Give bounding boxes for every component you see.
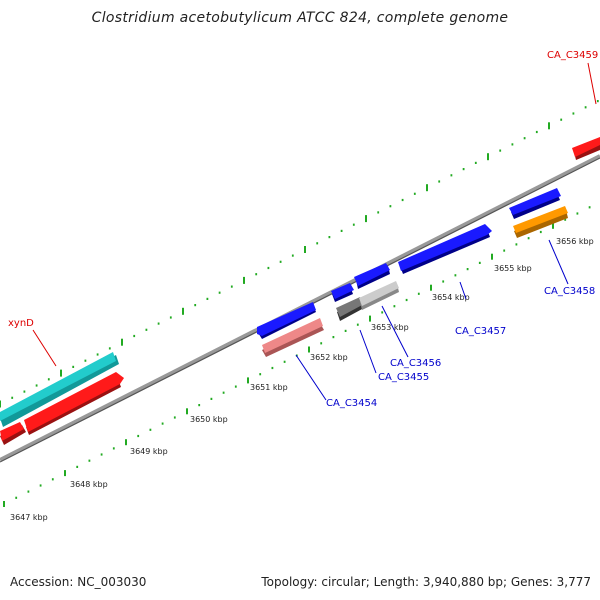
gene-label-ca3457[interactable]: CA_C3457 <box>455 326 506 337</box>
inner-tick-track <box>3 206 591 507</box>
scale-label-3647: 3647 kbp <box>10 513 48 522</box>
gene-red-forward[interactable] <box>24 372 124 435</box>
outer-tick-track <box>0 100 599 408</box>
gene-label-ca3458[interactable]: CA_C3458 <box>544 286 595 297</box>
gene-label-ca3459[interactable]: CA_C3459 <box>547 50 598 61</box>
callout-line-ca3458 <box>548 239 569 285</box>
gene-ca3456-gray[interactable] <box>359 281 399 310</box>
gene-ca3457[interactable] <box>398 224 492 274</box>
callout-line-ca3459 <box>587 62 597 105</box>
callout-line-ca3454 <box>295 354 327 401</box>
gene-ca3454-pink[interactable] <box>262 318 324 357</box>
gene-label-ca3455[interactable]: CA_C3455 <box>378 372 429 383</box>
scale-label-3656: 3656 kbp <box>556 237 594 246</box>
gene-xynD[interactable] <box>0 352 119 427</box>
gene-ca3454-blue[interactable] <box>257 302 316 339</box>
callout-line-ca3457 <box>459 281 467 300</box>
gene-ca3456-blue[interactable] <box>354 263 390 289</box>
scale-label-3654: 3654 kbp <box>432 293 470 302</box>
map-title: Clostridium acetobutylicum ATCC 824, com… <box>91 10 509 26</box>
topology-summary: Topology: circular; Length: 3,940,880 bp… <box>261 575 591 589</box>
gene-label-ca3454[interactable]: CA_C3454 <box>326 398 377 409</box>
scale-labels: 3647 kbp 3648 kbp 3649 kbp 3650 kbp 3651… <box>10 237 594 522</box>
gene-ca3455-blue[interactable] <box>331 283 354 302</box>
scale-label-3655: 3655 kbp <box>494 264 532 273</box>
gene-ca3455-gray[interactable] <box>336 297 364 321</box>
callout-lines <box>32 62 597 401</box>
gene-labels: xynD CA_C3459 CA_C3454 CA_C3455 CA_C3456… <box>8 50 598 409</box>
scale-label-3648: 3648 kbp <box>70 480 108 489</box>
gene-features <box>0 137 600 445</box>
scale-label-3650: 3650 kbp <box>190 415 228 424</box>
callout-line-ca3456 <box>381 305 409 358</box>
scale-label-3652: 3652 kbp <box>310 353 348 362</box>
accession-info: Accession: NC_003030 <box>10 575 147 589</box>
gene-red-left[interactable] <box>0 422 26 445</box>
gene-label-xynD[interactable]: xynD <box>8 318 34 329</box>
scale-label-3653: 3653 kbp <box>371 323 409 332</box>
gene-label-ca3456[interactable]: CA_C3456 <box>390 358 441 369</box>
gene-ca3458-orange[interactable] <box>513 206 568 238</box>
scale-label-3651: 3651 kbp <box>250 383 288 392</box>
gene-ca3459[interactable] <box>572 137 600 160</box>
gene-ca3458-blue[interactable] <box>509 188 561 219</box>
scale-label-3649: 3649 kbp <box>130 447 168 456</box>
callout-line-ca3455 <box>359 329 377 374</box>
callout-line-xynD <box>32 329 57 367</box>
